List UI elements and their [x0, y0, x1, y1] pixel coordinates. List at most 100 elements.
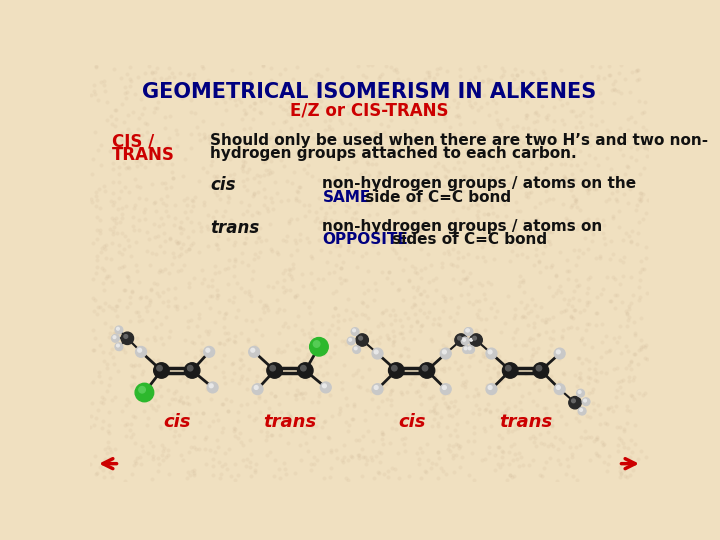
Point — [390, 424, 401, 433]
Point — [398, 415, 410, 424]
Point — [157, 339, 168, 348]
Point — [557, 326, 569, 335]
Point — [323, 434, 334, 443]
Point — [426, 337, 438, 346]
Point — [162, 80, 174, 89]
Point — [134, 360, 145, 369]
Point — [393, 285, 405, 294]
Point — [354, 92, 366, 101]
Point — [601, 126, 613, 134]
Text: non-hydrogen groups / atoms on the: non-hydrogen groups / atoms on the — [323, 177, 636, 192]
Point — [394, 360, 405, 368]
Point — [261, 204, 273, 212]
Point — [220, 460, 231, 468]
Point — [541, 186, 552, 195]
Point — [597, 117, 608, 126]
Point — [313, 176, 325, 184]
Point — [102, 386, 113, 395]
Point — [249, 250, 261, 259]
Point — [271, 189, 283, 198]
Point — [132, 308, 143, 316]
Point — [434, 346, 446, 354]
Point — [156, 450, 168, 459]
Text: CIS /: CIS / — [112, 132, 154, 151]
Point — [265, 151, 276, 159]
Point — [472, 238, 484, 247]
Point — [531, 400, 542, 409]
Point — [94, 216, 106, 225]
Point — [392, 75, 404, 83]
Point — [141, 119, 153, 128]
Text: SAME: SAME — [323, 190, 371, 205]
Point — [346, 453, 357, 461]
Point — [219, 448, 230, 457]
Point — [438, 363, 450, 372]
Point — [308, 453, 320, 462]
Point — [313, 224, 325, 232]
Point — [444, 411, 455, 420]
Point — [434, 432, 446, 441]
Point — [237, 258, 248, 267]
Text: TRANS: TRANS — [112, 146, 174, 164]
Point — [180, 348, 192, 357]
Point — [565, 186, 577, 195]
Point — [178, 172, 189, 180]
Point — [188, 442, 199, 451]
Point — [145, 401, 157, 409]
Point — [370, 97, 382, 105]
Point — [535, 366, 546, 374]
Point — [613, 69, 624, 77]
Point — [178, 417, 189, 426]
Point — [242, 337, 253, 346]
Point — [352, 200, 364, 208]
Point — [306, 252, 318, 260]
Circle shape — [204, 347, 215, 357]
Circle shape — [533, 363, 549, 378]
Point — [124, 137, 135, 146]
Point — [207, 213, 219, 221]
Point — [335, 407, 346, 416]
Point — [488, 363, 500, 372]
Point — [120, 183, 131, 191]
Point — [106, 303, 117, 312]
Point — [458, 186, 469, 195]
Point — [270, 373, 282, 382]
Point — [294, 390, 306, 399]
Point — [403, 276, 415, 285]
Point — [144, 437, 156, 446]
Point — [397, 230, 409, 239]
Point — [382, 122, 394, 130]
Point — [361, 132, 373, 140]
Circle shape — [374, 350, 378, 354]
Point — [136, 369, 148, 378]
Point — [415, 289, 427, 298]
Point — [153, 460, 164, 468]
Point — [246, 211, 258, 220]
Point — [122, 87, 133, 96]
Point — [530, 347, 541, 356]
Point — [408, 334, 420, 343]
Point — [238, 106, 250, 114]
Point — [241, 400, 253, 408]
Point — [448, 468, 459, 476]
Point — [98, 395, 109, 403]
Point — [134, 294, 145, 303]
Point — [364, 211, 375, 219]
Point — [374, 91, 385, 100]
Point — [552, 407, 564, 415]
Point — [197, 266, 208, 274]
Point — [586, 342, 598, 351]
Point — [158, 288, 169, 296]
Point — [246, 296, 257, 305]
Point — [249, 151, 261, 160]
Point — [158, 228, 169, 237]
Point — [631, 145, 642, 154]
Point — [387, 464, 398, 472]
Point — [642, 289, 653, 298]
Point — [305, 75, 317, 84]
Point — [615, 469, 626, 478]
Point — [582, 275, 594, 284]
Point — [99, 80, 110, 89]
Point — [114, 217, 126, 226]
Point — [482, 278, 494, 287]
